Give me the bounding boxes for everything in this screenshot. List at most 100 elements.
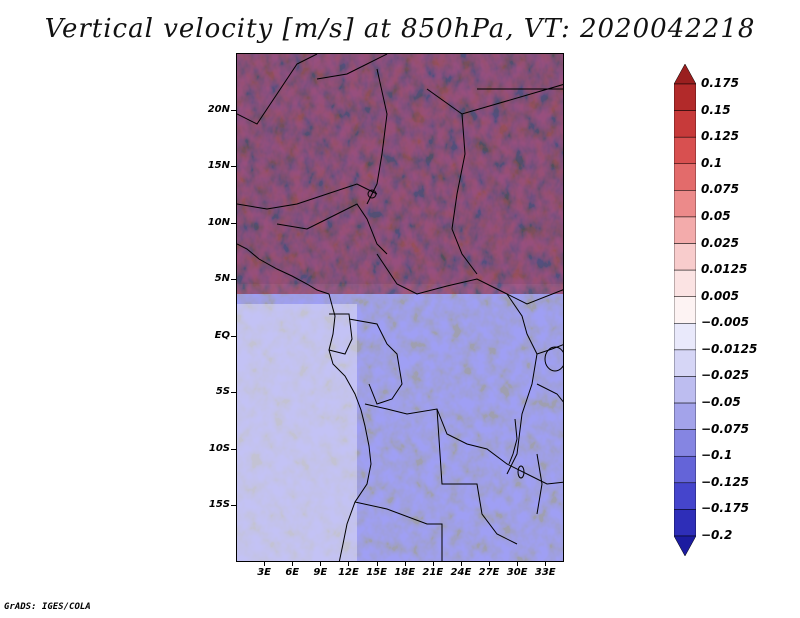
lon-label: 21E [422,567,444,578]
map-plot-area [236,53,564,562]
lat-label: EQ [214,329,230,341]
lon-tick [348,562,350,566]
lake-victoria [544,346,563,372]
lake-malawi [536,453,543,515]
lon-label: 9E [313,567,328,578]
lakes [367,189,563,515]
coastlines-borders [237,54,563,561]
colorbar-label: −0.1 [701,448,733,463]
lake-mweru [517,465,525,479]
colorbar-segment [674,110,696,138]
lat-label: 5N [214,273,230,285]
lon-label: 27E [478,567,500,578]
gabon-border [328,313,353,355]
colorbar-segment [674,349,696,377]
colorbar-label: −0.175 [701,501,750,516]
lat-tick [231,222,236,224]
lon-tick [489,562,491,566]
lon-label: 24E [450,567,472,578]
colorbar-label: 0.1 [701,155,723,170]
colorbar-label: 0.175 [701,76,739,90]
zambia-border [436,408,518,545]
uganda-border [536,344,563,355]
niger-border [237,183,378,210]
lat-label: 15S [208,499,230,511]
vertical-velocity-field [237,54,563,561]
colorbar-label: 0.05 [701,208,731,223]
colorbar-label: 0.125 [701,129,739,144]
lon-tick [292,562,294,566]
colorbar-label: −0.125 [701,474,750,489]
lat-label: 15N [207,160,230,172]
lat-label: 5S [215,386,230,398]
lat-tick [231,335,236,337]
lon-tick [404,562,406,566]
lat-tick [231,166,236,168]
nigeria-border [276,203,388,255]
ocean-region [237,304,357,561]
colorbar-segment [674,163,696,191]
colorbar-segment [674,509,696,537]
colorbar-label: −0.05 [701,395,741,410]
lon-label: 12E [338,567,359,578]
lat-tick [231,505,236,507]
colorbar-segment [674,535,696,556]
lon-tick [517,562,519,566]
colorbar [674,64,696,556]
sudan-border [451,113,478,275]
colorbar-segment [674,323,696,351]
lat-tick [231,109,236,111]
west-africa-coast [237,243,330,295]
chart-title: Vertical velocity [m/s] at 850hPa, VT: 2… [44,14,756,44]
lon-tick [264,562,266,566]
libya-border [426,84,563,115]
colorbar-segment [674,296,696,324]
lon-tick [460,562,462,566]
grads-credit: GrADS: IGES/COLA [4,602,91,612]
lake-tanganyika [508,418,518,465]
west-central-coast [328,293,372,561]
lon-tick [376,562,378,566]
colorbar-segment [674,269,696,297]
colorbar-label: −0.075 [701,421,750,436]
lon-label: 30E [506,567,528,578]
colorbar-segment [674,64,696,85]
colorbar-segment [674,243,696,271]
colorbar-segment [674,216,696,244]
lat-tick [231,392,236,394]
lat-label: 10S [208,442,230,454]
lon-label: 15E [366,567,387,578]
angola-border [354,501,443,561]
colorbar-label: −0.025 [701,368,750,383]
congo-border [348,318,403,405]
colorbar-segment [674,136,696,165]
east-drc-border [506,293,538,475]
lon-label: 3E [257,567,271,578]
colorbar-segment [674,402,696,430]
colorbar-label: −0.005 [701,315,750,330]
lat-tick [231,279,236,281]
car-border [376,253,563,305]
lon-label: 18E [394,567,416,578]
colorbar-label: 0.075 [701,182,739,197]
colorbar-segment [674,83,696,111]
colorbar-label: 0.0125 [701,262,748,277]
colorbar-label: 0.025 [701,235,739,250]
north-border-1 [237,54,318,125]
lat-label: 20N [207,103,230,115]
colorbar-segment [674,376,696,404]
lon-tick [545,562,547,566]
lat-tick [231,448,236,450]
lat-label: 10N [207,216,230,228]
drc-south-border [364,403,563,485]
lon-label: 6E [285,567,300,578]
lake-chad [367,189,377,199]
lon-tick [320,562,322,566]
colorbar-label: 0.15 [701,102,731,117]
lon-label: 33E [534,567,556,578]
colorbar-segment [674,429,696,457]
colorbar-label: −0.2 [701,528,733,542]
colorbar-label: 0.005 [701,288,739,303]
colorbar-segment [674,482,696,510]
lon-tick [432,562,434,566]
